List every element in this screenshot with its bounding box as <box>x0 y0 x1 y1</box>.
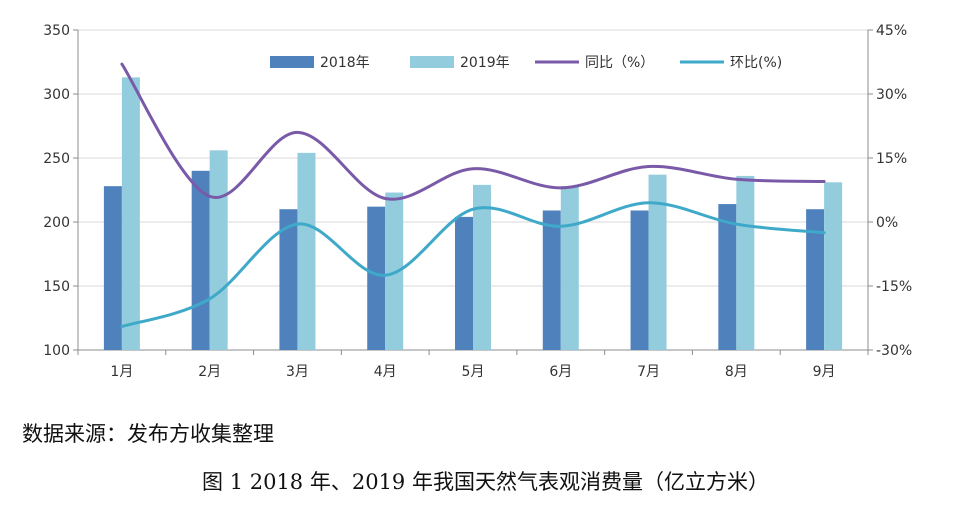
x-tick-label: 8月 <box>725 364 748 380</box>
legend-label: 2018年 <box>320 55 370 71</box>
bar-b <box>297 152 316 350</box>
left-tick-label: 100 <box>43 343 70 359</box>
legend-label: 2019年 <box>460 55 510 71</box>
figure-caption: 图 1 2018 年、2019 年我国天然气表观消费量（亿立方米） <box>202 470 769 494</box>
bar-a <box>542 210 561 350</box>
bar-a <box>718 204 737 350</box>
bar-a <box>455 216 473 350</box>
left-tick-label: 250 <box>43 151 70 167</box>
x-tick-label: 7月 <box>637 364 660 380</box>
bar-b <box>824 182 843 350</box>
bar-a <box>191 170 210 350</box>
bar-a <box>806 209 825 350</box>
bar-b <box>121 77 140 351</box>
right-tick-label: 0% <box>876 215 898 231</box>
left-tick-label: 200 <box>43 215 70 231</box>
left-tick-label: 300 <box>43 87 70 103</box>
bar-b <box>648 174 667 350</box>
legend-swatch <box>410 56 454 68</box>
x-tick-label: 3月 <box>286 364 309 380</box>
line-series-yoy <box>120 62 826 201</box>
bar-b <box>736 175 755 350</box>
x-tick-label: 6月 <box>549 364 572 380</box>
legend-label: 同比（%） <box>585 55 654 71</box>
bar-b <box>473 184 491 350</box>
bar-a <box>630 210 649 350</box>
left-tick-label: 350 <box>43 23 70 39</box>
x-tick-label: 4月 <box>374 364 397 380</box>
source-note: 数据来源：发布方收集整理 <box>22 422 274 446</box>
legend-swatch <box>270 56 314 68</box>
line-series-mom <box>120 201 826 328</box>
x-tick-label: 1月 <box>110 364 133 380</box>
right-tick-label: 45% <box>876 23 907 39</box>
x-tick-label: 2月 <box>198 364 221 380</box>
right-tick-label: 30% <box>876 87 907 103</box>
x-tick-label: 9月 <box>813 364 836 380</box>
right-tick-label: 15% <box>876 151 907 167</box>
bar-a <box>367 206 386 350</box>
bar-b <box>209 150 228 350</box>
x-tick-label: 5月 <box>462 364 485 380</box>
bar-b <box>385 192 404 350</box>
right-tick-label: -15% <box>876 279 912 295</box>
left-tick-label: 150 <box>43 279 70 295</box>
bar-b <box>560 186 579 350</box>
right-tick-label: -30% <box>876 343 912 359</box>
bar-a <box>279 209 298 350</box>
chart: 100 150 200 250 300 350 -30% -15% 0% 15% 30% 45% 1月 2… <box>43 23 912 380</box>
bar-a <box>103 186 122 350</box>
legend-label: 环比(%) <box>730 55 782 71</box>
